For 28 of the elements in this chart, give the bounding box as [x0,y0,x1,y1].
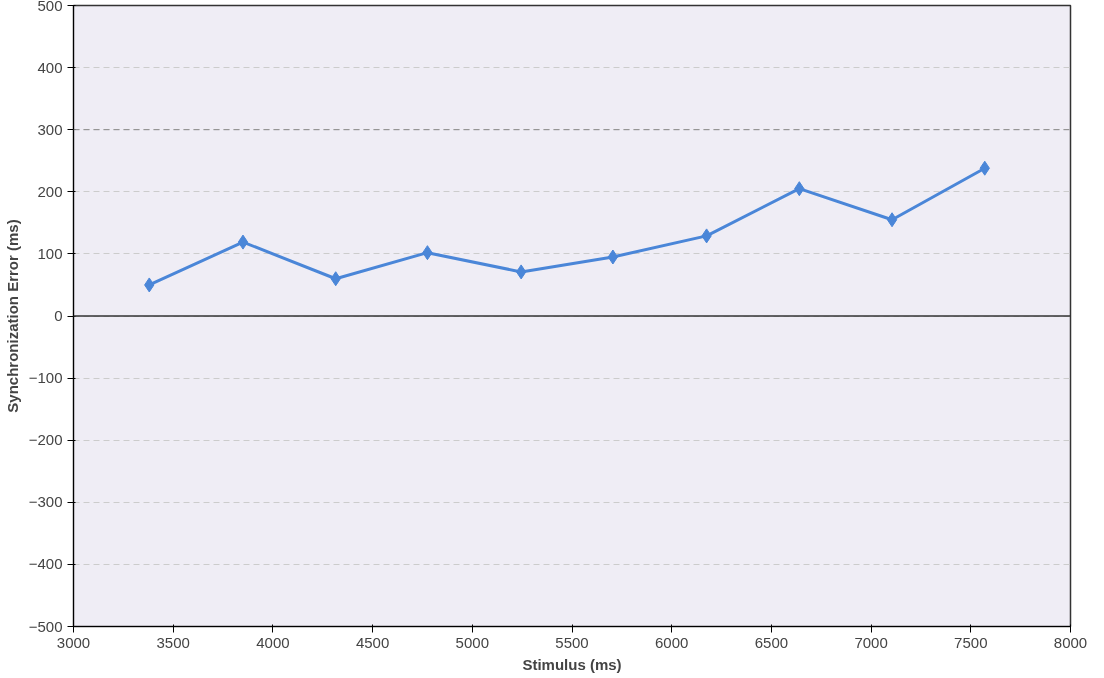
x-tick-label: 6000 [655,633,689,651]
x-tick-label: 5500 [555,633,589,651]
x-axis-title: Stimulus (ms) [522,655,622,673]
y-tick-label: −200 [28,431,63,449]
y-tick-label: 200 [37,182,63,200]
x-tick-label: 5000 [455,633,489,651]
y-tick-label: −300 [28,493,63,511]
x-tick-label: 3500 [156,633,190,651]
x-tick-label: 7000 [854,633,888,651]
y-axis-title: Synchronization Error (ms) [3,219,21,413]
point [607,249,619,265]
y-tick-label: −500 [28,617,63,635]
point [886,212,898,228]
point [515,264,527,280]
y-tick-label: 0 [54,307,63,324]
x-tick-label: 4000 [256,633,290,651]
x-tick-label: 7500 [954,633,988,651]
x-tick-label: 6500 [754,633,789,651]
y-tick-label: 300 [37,120,63,138]
x-tick-label: 8000 [1053,633,1088,651]
point [237,234,249,250]
y-tick-label: −100 [28,369,63,387]
y-tick-label: 400 [37,58,63,76]
y-tick-label: −400 [28,555,63,573]
x-tick-label: 4500 [355,633,390,651]
x-tick-label: 3000 [56,633,91,651]
y-tick-label: 500 [37,0,63,14]
y-tick-label: 100 [37,244,63,262]
